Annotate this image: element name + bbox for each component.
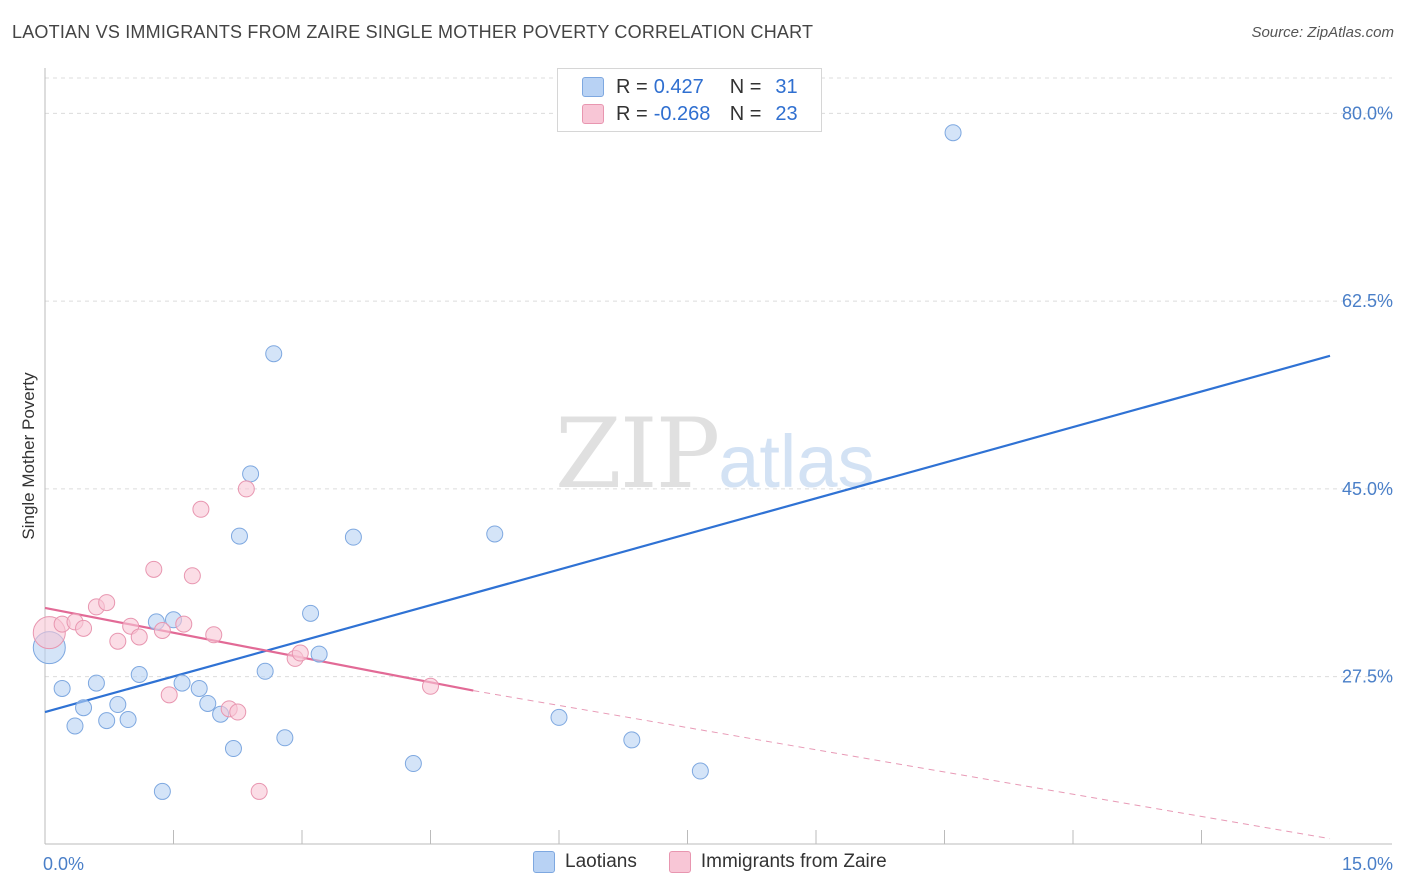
laotian-point: [944, 124, 962, 142]
zaire-point: [175, 615, 193, 633]
correlation-legend: R = 0.427 N = 31 R = -0.268 N = 23: [557, 68, 822, 132]
series-label-laotians: Laotians: [565, 851, 637, 872]
y-tick-label: 80.0%: [1342, 103, 1393, 123]
series-legend-zaire: Immigrants from Zaire: [668, 851, 887, 873]
laotian-point: [75, 699, 93, 717]
laotian-point: [302, 604, 320, 622]
laotian-point: [53, 679, 71, 697]
zaire-point: [250, 782, 268, 800]
laotian-point: [98, 712, 116, 730]
series-swatch-laotians: [533, 851, 555, 873]
grid-lines: [45, 77, 1392, 678]
x-tick-label: 0.0%: [43, 854, 84, 874]
series-legend: Laotians Immigrants from Zaire: [533, 851, 919, 873]
zaire-point: [160, 686, 178, 704]
zaire-point: [291, 644, 309, 662]
y-axis-label: Single Mother Poverty: [19, 372, 38, 540]
y-tick-label: 62.5%: [1342, 291, 1393, 311]
zaire-point: [130, 628, 148, 646]
legend-n-value: 31: [775, 75, 798, 98]
trend-lines: [44, 354, 1331, 840]
legend-swatch-zaire: [582, 104, 604, 124]
laotian-point: [623, 731, 641, 749]
laotian-point: [691, 762, 709, 780]
legend-row-laotians: R = 0.427 N = 31: [582, 75, 798, 99]
chart-title: LAOTIAN VS IMMIGRANTS FROM ZAIRE SINGLE …: [12, 22, 814, 42]
zaire-point: [145, 560, 163, 578]
zaire-point: [109, 632, 127, 650]
x-tick-label: 15.0%: [1342, 854, 1393, 874]
zaire-point: [422, 677, 439, 695]
laotian-point: [256, 662, 274, 680]
laotian-point: [265, 345, 283, 363]
zaire-point: [98, 594, 116, 612]
legend-n-label: N =: [729, 75, 762, 98]
legend-n-label: N =: [729, 102, 762, 125]
laotian-point: [109, 696, 127, 714]
zaire-point: [237, 480, 255, 498]
zaire-point: [229, 703, 247, 721]
laotian-point: [87, 674, 105, 692]
laotian-trend-line: [44, 354, 1331, 714]
laotian-point: [310, 645, 328, 663]
laotian-point: [344, 528, 362, 546]
watermark: ZIPatlas: [555, 398, 875, 510]
y-tick-label: 45.0%: [1342, 479, 1393, 499]
zaire-trend-extension: [473, 690, 1331, 840]
laotian-point: [230, 527, 248, 545]
laotian-point: [66, 717, 84, 735]
zaire-trend-line: [44, 606, 474, 692]
laotian-point: [173, 674, 191, 692]
data-points: [32, 124, 962, 800]
laotian-point: [486, 525, 504, 543]
laotian-point: [404, 755, 422, 773]
legend-r-value: -0.268: [653, 102, 711, 125]
legend-r-label: R =: [616, 102, 648, 125]
laotian-point: [550, 708, 568, 726]
legend-r-label: R =: [616, 75, 648, 98]
zaire-point: [183, 567, 201, 585]
source-label: Source: ZipAtlas.com: [1251, 24, 1394, 41]
legend-r-value: 0.427: [653, 75, 704, 98]
zaire-point: [205, 626, 223, 644]
zaire-point: [153, 622, 171, 640]
laotian-point: [130, 665, 148, 683]
legend-swatch-laotians: [582, 77, 604, 97]
axis-labels: 27.5% 45.0% 62.5% 80.0% 0.0% 15.0% Single Moth…: [19, 103, 1393, 874]
y-tick-label: 27.5%: [1342, 667, 1393, 687]
series-label-zaire: Immigrants from Zaire: [700, 851, 887, 872]
legend-n-value: 23: [775, 102, 798, 125]
axes: [44, 68, 1392, 845]
laotian-point: [199, 694, 217, 712]
laotian-point: [276, 729, 294, 747]
laotian-point: [119, 711, 137, 729]
series-swatch-zaire: [668, 851, 691, 873]
laotian-point: [190, 679, 208, 697]
series-legend-laotians: Laotians: [533, 851, 637, 873]
watermark-zip: ZIP: [555, 398, 720, 510]
zaire-point: [75, 619, 93, 637]
laotian-point: [153, 782, 171, 800]
legend-row-zaire: R = -0.268 N = 23: [582, 102, 798, 126]
zaire-point: [192, 500, 210, 518]
laotian-point: [242, 465, 260, 483]
laotian-point: [224, 740, 242, 758]
